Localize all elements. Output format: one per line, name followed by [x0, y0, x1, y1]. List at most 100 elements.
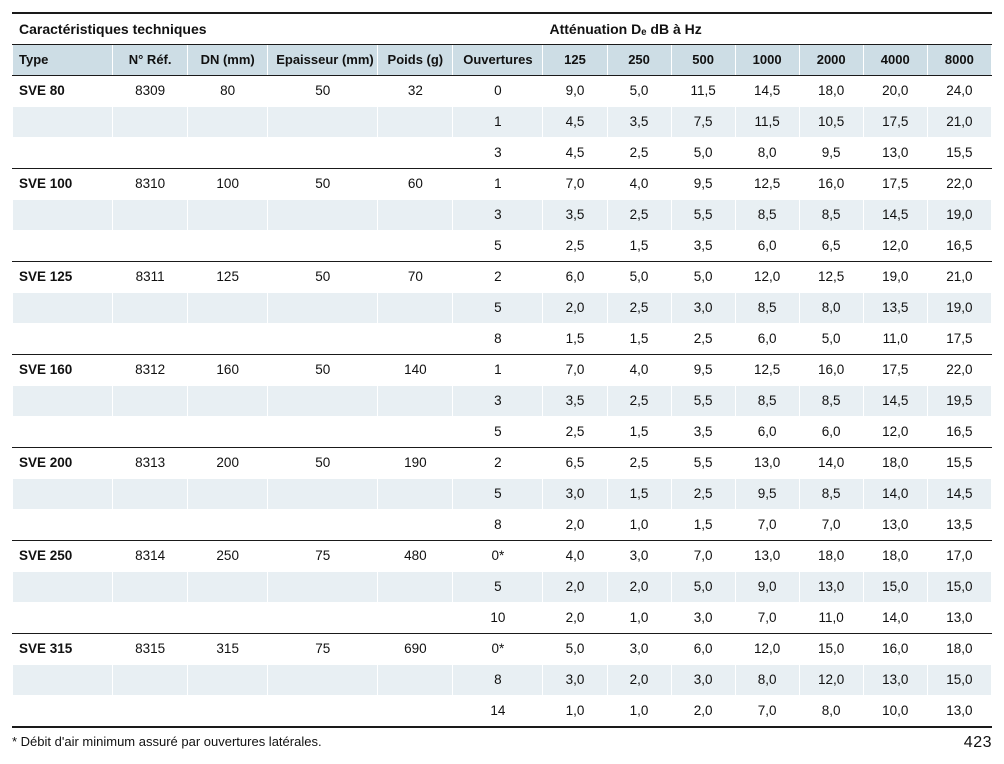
cell-dn: 160: [188, 355, 268, 386]
cell-att: 16,0: [799, 355, 863, 386]
cell-att: 19,0: [863, 262, 927, 293]
cell-att: 11,0: [863, 324, 927, 355]
cell-poids: [378, 293, 453, 324]
cell-dn: [188, 665, 268, 696]
cell-dn: [188, 479, 268, 510]
cell-type: [13, 107, 113, 138]
cell-poids: [378, 231, 453, 262]
cell-att: 1,0: [607, 603, 671, 634]
cell-att: 6,0: [735, 324, 799, 355]
cell-ref: 8315: [113, 634, 188, 665]
cell-dn: [188, 107, 268, 138]
col-8000: 8000: [927, 45, 991, 76]
cell-att: 17,5: [927, 324, 991, 355]
cell-ouv: 0*: [453, 634, 543, 665]
cell-att: 8,0: [799, 696, 863, 727]
col-4000: 4000: [863, 45, 927, 76]
cell-att: 4,5: [543, 138, 607, 169]
cell-att: 16,5: [927, 417, 991, 448]
cell-att: 7,0: [735, 603, 799, 634]
col-type: Type: [13, 45, 113, 76]
cell-poids: [378, 572, 453, 603]
cell-ouv: 2: [453, 448, 543, 479]
cell-att: 2,5: [607, 293, 671, 324]
cell-dn: [188, 138, 268, 169]
cell-poids: 60: [378, 169, 453, 200]
cell-ouv: 5: [453, 572, 543, 603]
cell-att: 7,0: [543, 169, 607, 200]
cell-att: 15,0: [927, 572, 991, 603]
cell-att: 15,0: [863, 572, 927, 603]
table-row: 52,02,05,09,013,015,015,0: [13, 572, 992, 603]
cell-dn: [188, 231, 268, 262]
cell-att: 24,0: [927, 76, 991, 107]
col-1000: 1000: [735, 45, 799, 76]
cell-att: 3,0: [607, 541, 671, 572]
table-row: SVE 1258311125507026,05,05,012,012,519,0…: [13, 262, 992, 293]
cell-att: 13,0: [735, 448, 799, 479]
cell-ep: [268, 572, 378, 603]
cell-dn: [188, 510, 268, 541]
cell-att: 13,0: [927, 696, 991, 727]
table-row: SVE 3158315315756900*5,03,06,012,015,016…: [13, 634, 992, 665]
cell-poids: [378, 324, 453, 355]
cell-att: 12,5: [735, 355, 799, 386]
cell-att: 9,5: [671, 355, 735, 386]
cell-att: 18,0: [863, 448, 927, 479]
cell-ouv: 3: [453, 200, 543, 231]
cell-att: 5,5: [671, 386, 735, 417]
footer-row: * Débit d'air minimum assuré par ouvertu…: [12, 727, 992, 752]
table-row: 141,01,02,07,08,010,013,0: [13, 696, 992, 727]
cell-att: 9,0: [735, 572, 799, 603]
cell-att: 21,0: [927, 262, 991, 293]
cell-dn: 200: [188, 448, 268, 479]
cell-att: 5,0: [543, 634, 607, 665]
cell-dn: 125: [188, 262, 268, 293]
cell-att: 13,5: [927, 510, 991, 541]
cell-att: 6,5: [799, 231, 863, 262]
table-row: 83,02,03,08,012,013,015,0: [13, 665, 992, 696]
cell-att: 2,5: [543, 417, 607, 448]
cell-att: 15,5: [927, 448, 991, 479]
col-ep: Epaisseur (mm): [268, 45, 378, 76]
cell-poids: [378, 107, 453, 138]
cell-ref: [113, 386, 188, 417]
cell-ouv: 10: [453, 603, 543, 634]
cell-ref: [113, 479, 188, 510]
cell-att: 2,5: [671, 324, 735, 355]
cell-ouv: 14: [453, 696, 543, 727]
cell-att: 3,0: [607, 634, 671, 665]
cell-poids: 32: [378, 76, 453, 107]
cell-att: 13,0: [799, 572, 863, 603]
cell-ref: 8309: [113, 76, 188, 107]
table-row: SVE 80830980503209,05,011,514,518,020,02…: [13, 76, 992, 107]
cell-att: 3,5: [671, 231, 735, 262]
cell-dn: [188, 293, 268, 324]
group-header-row: Caractéristiques techniques Atténuation …: [13, 13, 992, 45]
cell-ep: 50: [268, 262, 378, 293]
cell-ref: 8310: [113, 169, 188, 200]
cell-ep: 50: [268, 169, 378, 200]
cell-ref: 8314: [113, 541, 188, 572]
cell-type: [13, 665, 113, 696]
cell-ouv: 1: [453, 169, 543, 200]
cell-ref: [113, 293, 188, 324]
cell-poids: [378, 510, 453, 541]
cell-att: 14,5: [863, 386, 927, 417]
cell-att: 4,0: [607, 355, 671, 386]
cell-att: 11,0: [799, 603, 863, 634]
cell-ref: 8311: [113, 262, 188, 293]
cell-ep: 75: [268, 541, 378, 572]
cell-att: 16,5: [927, 231, 991, 262]
cell-att: 3,5: [543, 386, 607, 417]
cell-ouv: 5: [453, 417, 543, 448]
cell-att: 18,0: [927, 634, 991, 665]
cell-poids: 70: [378, 262, 453, 293]
cell-att: 7,0: [735, 696, 799, 727]
cell-att: 17,5: [863, 355, 927, 386]
cell-att: 13,0: [863, 665, 927, 696]
cell-dn: [188, 603, 268, 634]
cell-att: 12,5: [799, 262, 863, 293]
cell-ep: 75: [268, 634, 378, 665]
cell-att: 7,0: [543, 355, 607, 386]
